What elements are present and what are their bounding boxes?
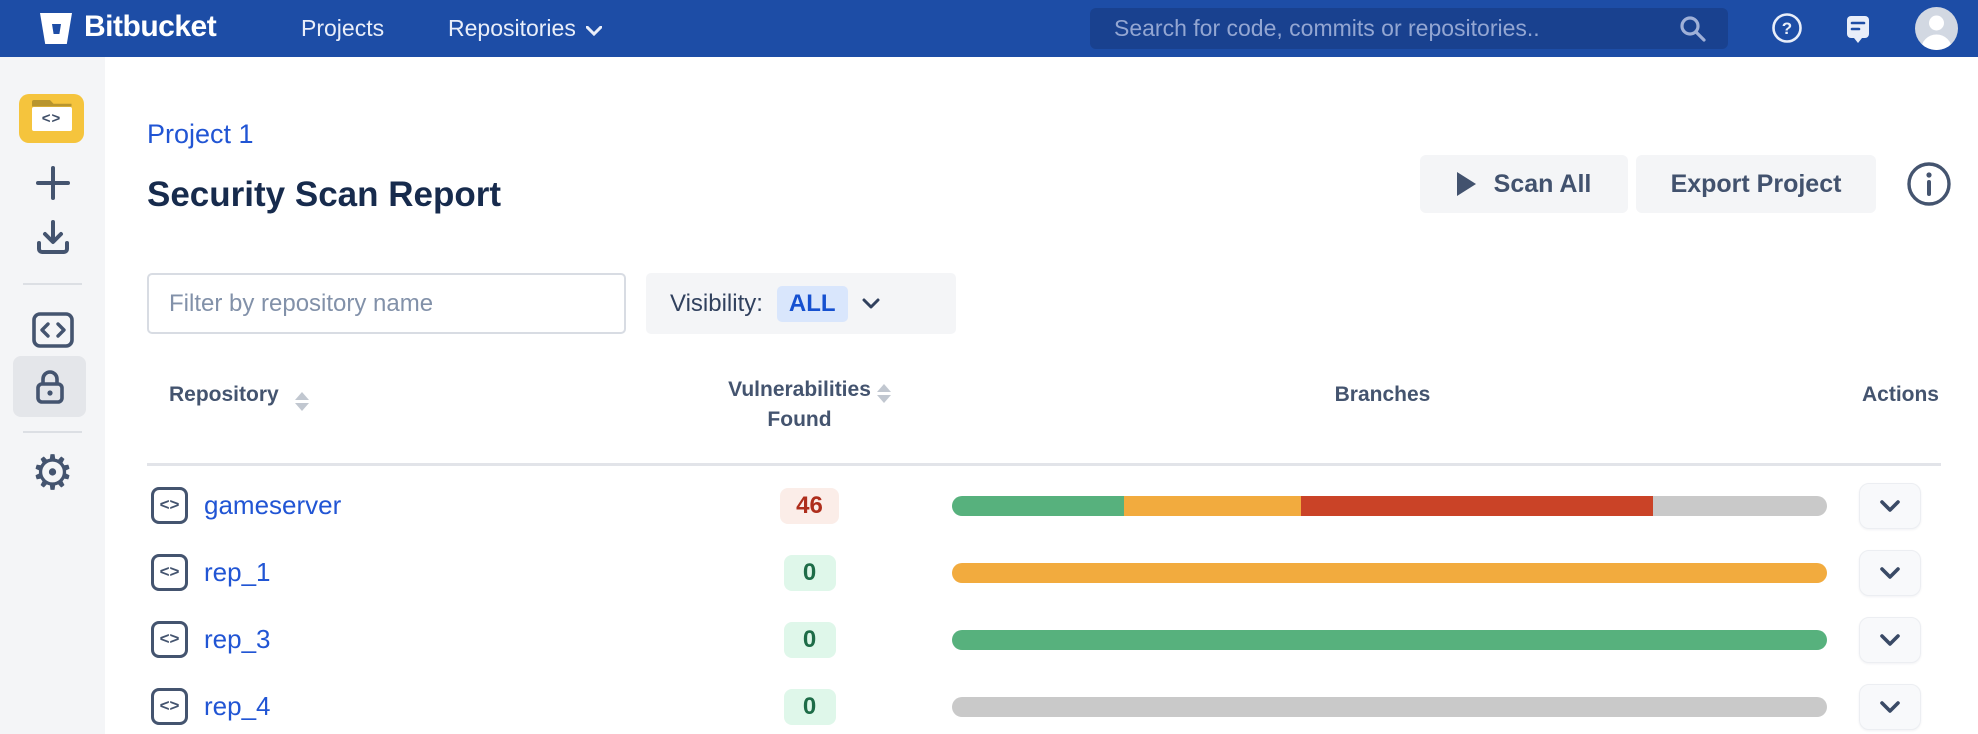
nav-projects[interactable]: Projects: [301, 15, 385, 41]
sidebar-divider: [23, 283, 82, 285]
repository-link[interactable]: gameserver: [204, 490, 342, 520]
repository-icon: [151, 621, 188, 658]
brand-title[interactable]: Bitbucket: [84, 10, 217, 43]
chevron-down-icon: [585, 25, 602, 36]
help-icon[interactable]: ?: [1771, 12, 1803, 44]
export-project-button[interactable]: Export Project: [1636, 155, 1876, 213]
branch-segment-green: [952, 495, 1125, 516]
branch-status-bar: [952, 562, 1827, 583]
visibility-label: Visibility:: [670, 289, 763, 317]
column-header-repository: Repository: [169, 383, 279, 406]
sidebar-item-create[interactable]: [0, 164, 105, 202]
column-header-vulnerabilities: Vulnerabilities Found: [728, 378, 871, 431]
branch-segment-red: [1301, 495, 1653, 516]
chevron-down-icon: [1879, 499, 1900, 512]
vulnerability-count-badge: 0: [783, 554, 836, 591]
vulnerability-count-badge: 0: [783, 621, 836, 658]
visibility-value: ALL: [776, 285, 848, 322]
bitbucket-logo-icon[interactable]: [38, 12, 74, 45]
sidebar-item-security-selected[interactable]: [13, 356, 86, 417]
table-row: gameserver 46: [147, 472, 1941, 539]
chevron-down-icon: [1879, 566, 1900, 579]
chevron-down-icon: [1879, 700, 1900, 713]
table-body: gameserver 46 rep_1 0: [147, 466, 1941, 734]
project-avatar[interactable]: <>: [19, 94, 84, 143]
visibility-dropdown[interactable]: Visibility: ALL: [646, 273, 956, 334]
search-icon[interactable]: [1678, 14, 1706, 42]
sort-vulnerabilities-icon[interactable]: [876, 384, 891, 403]
lock-icon: [35, 369, 64, 404]
repository-icon: [151, 554, 188, 591]
sidebar-item-settings[interactable]: ⚙: [0, 449, 105, 497]
row-actions-dropdown-button[interactable]: [1858, 616, 1921, 663]
row-actions-dropdown-button[interactable]: [1858, 549, 1921, 596]
repository-link[interactable]: rep_1: [204, 557, 271, 587]
row-actions-dropdown-button[interactable]: [1858, 683, 1921, 730]
user-avatar[interactable]: [1915, 7, 1958, 50]
branch-segment-gray: [1652, 495, 1827, 516]
code-brackets-icon: [31, 312, 74, 348]
repository-filter-input[interactable]: [147, 273, 626, 334]
svg-text:?: ?: [1782, 19, 1792, 38]
vulnerability-count-badge: 46: [780, 487, 839, 524]
repository-icon: [151, 487, 188, 524]
branch-status-bar: [952, 696, 1827, 717]
chevron-down-icon: [862, 298, 880, 309]
column-header-actions: Actions: [1861, 383, 1939, 406]
feedback-icon[interactable]: [1842, 12, 1874, 44]
branch-segment-orange: [1124, 495, 1302, 516]
sidebar-item-clone[interactable]: [0, 217, 105, 257]
person-silhouette-icon: [1921, 15, 1952, 50]
breadcrumb-project-link[interactable]: Project 1: [147, 119, 254, 149]
info-button[interactable]: [1905, 160, 1953, 208]
info-icon: [1907, 162, 1951, 206]
table-row: rep_3 0: [147, 606, 1941, 673]
table-row: rep_1 0: [147, 539, 1941, 606]
sidebar-item-source[interactable]: [0, 312, 105, 348]
folder-code-icon: <>: [31, 106, 72, 131]
sort-repository-icon[interactable]: [294, 392, 309, 411]
scan-all-button[interactable]: Scan All: [1420, 155, 1628, 213]
gear-icon: ⚙: [30, 445, 75, 501]
branch-status-bar: [952, 629, 1827, 650]
top-navbar: Bitbucket Projects Repositories ?: [0, 0, 1978, 57]
repository-icon: [151, 688, 188, 725]
nav-repositories[interactable]: Repositories: [448, 15, 602, 42]
branch-segment-orange: [952, 562, 1827, 583]
search-input[interactable]: [1090, 8, 1728, 49]
repository-link[interactable]: rep_4: [204, 691, 271, 721]
branch-segment-gray: [952, 696, 1827, 717]
column-header-branches: Branches: [1334, 383, 1431, 406]
plus-icon: [35, 166, 70, 200]
repository-link[interactable]: rep_3: [204, 624, 271, 654]
table-row: rep_4 0: [147, 673, 1941, 734]
download-icon: [36, 220, 69, 254]
branch-status-bar: [952, 495, 1827, 516]
row-actions-dropdown-button[interactable]: [1858, 482, 1921, 529]
table-header-row: Repository Vulnerabilities Found Branche…: [147, 375, 1941, 466]
play-icon: [1456, 172, 1476, 196]
main-content: Project 1 Security Scan Report Scan All …: [105, 57, 1978, 734]
branch-segment-green: [952, 629, 1827, 650]
left-sidebar: <>: [0, 57, 105, 734]
vulnerability-count-badge: 0: [783, 688, 836, 725]
sidebar-divider: [23, 431, 82, 433]
repository-table: Repository Vulnerabilities Found Branche…: [147, 375, 1941, 734]
chevron-down-icon: [1879, 633, 1900, 646]
page-title: Security Scan Report: [147, 175, 501, 214]
